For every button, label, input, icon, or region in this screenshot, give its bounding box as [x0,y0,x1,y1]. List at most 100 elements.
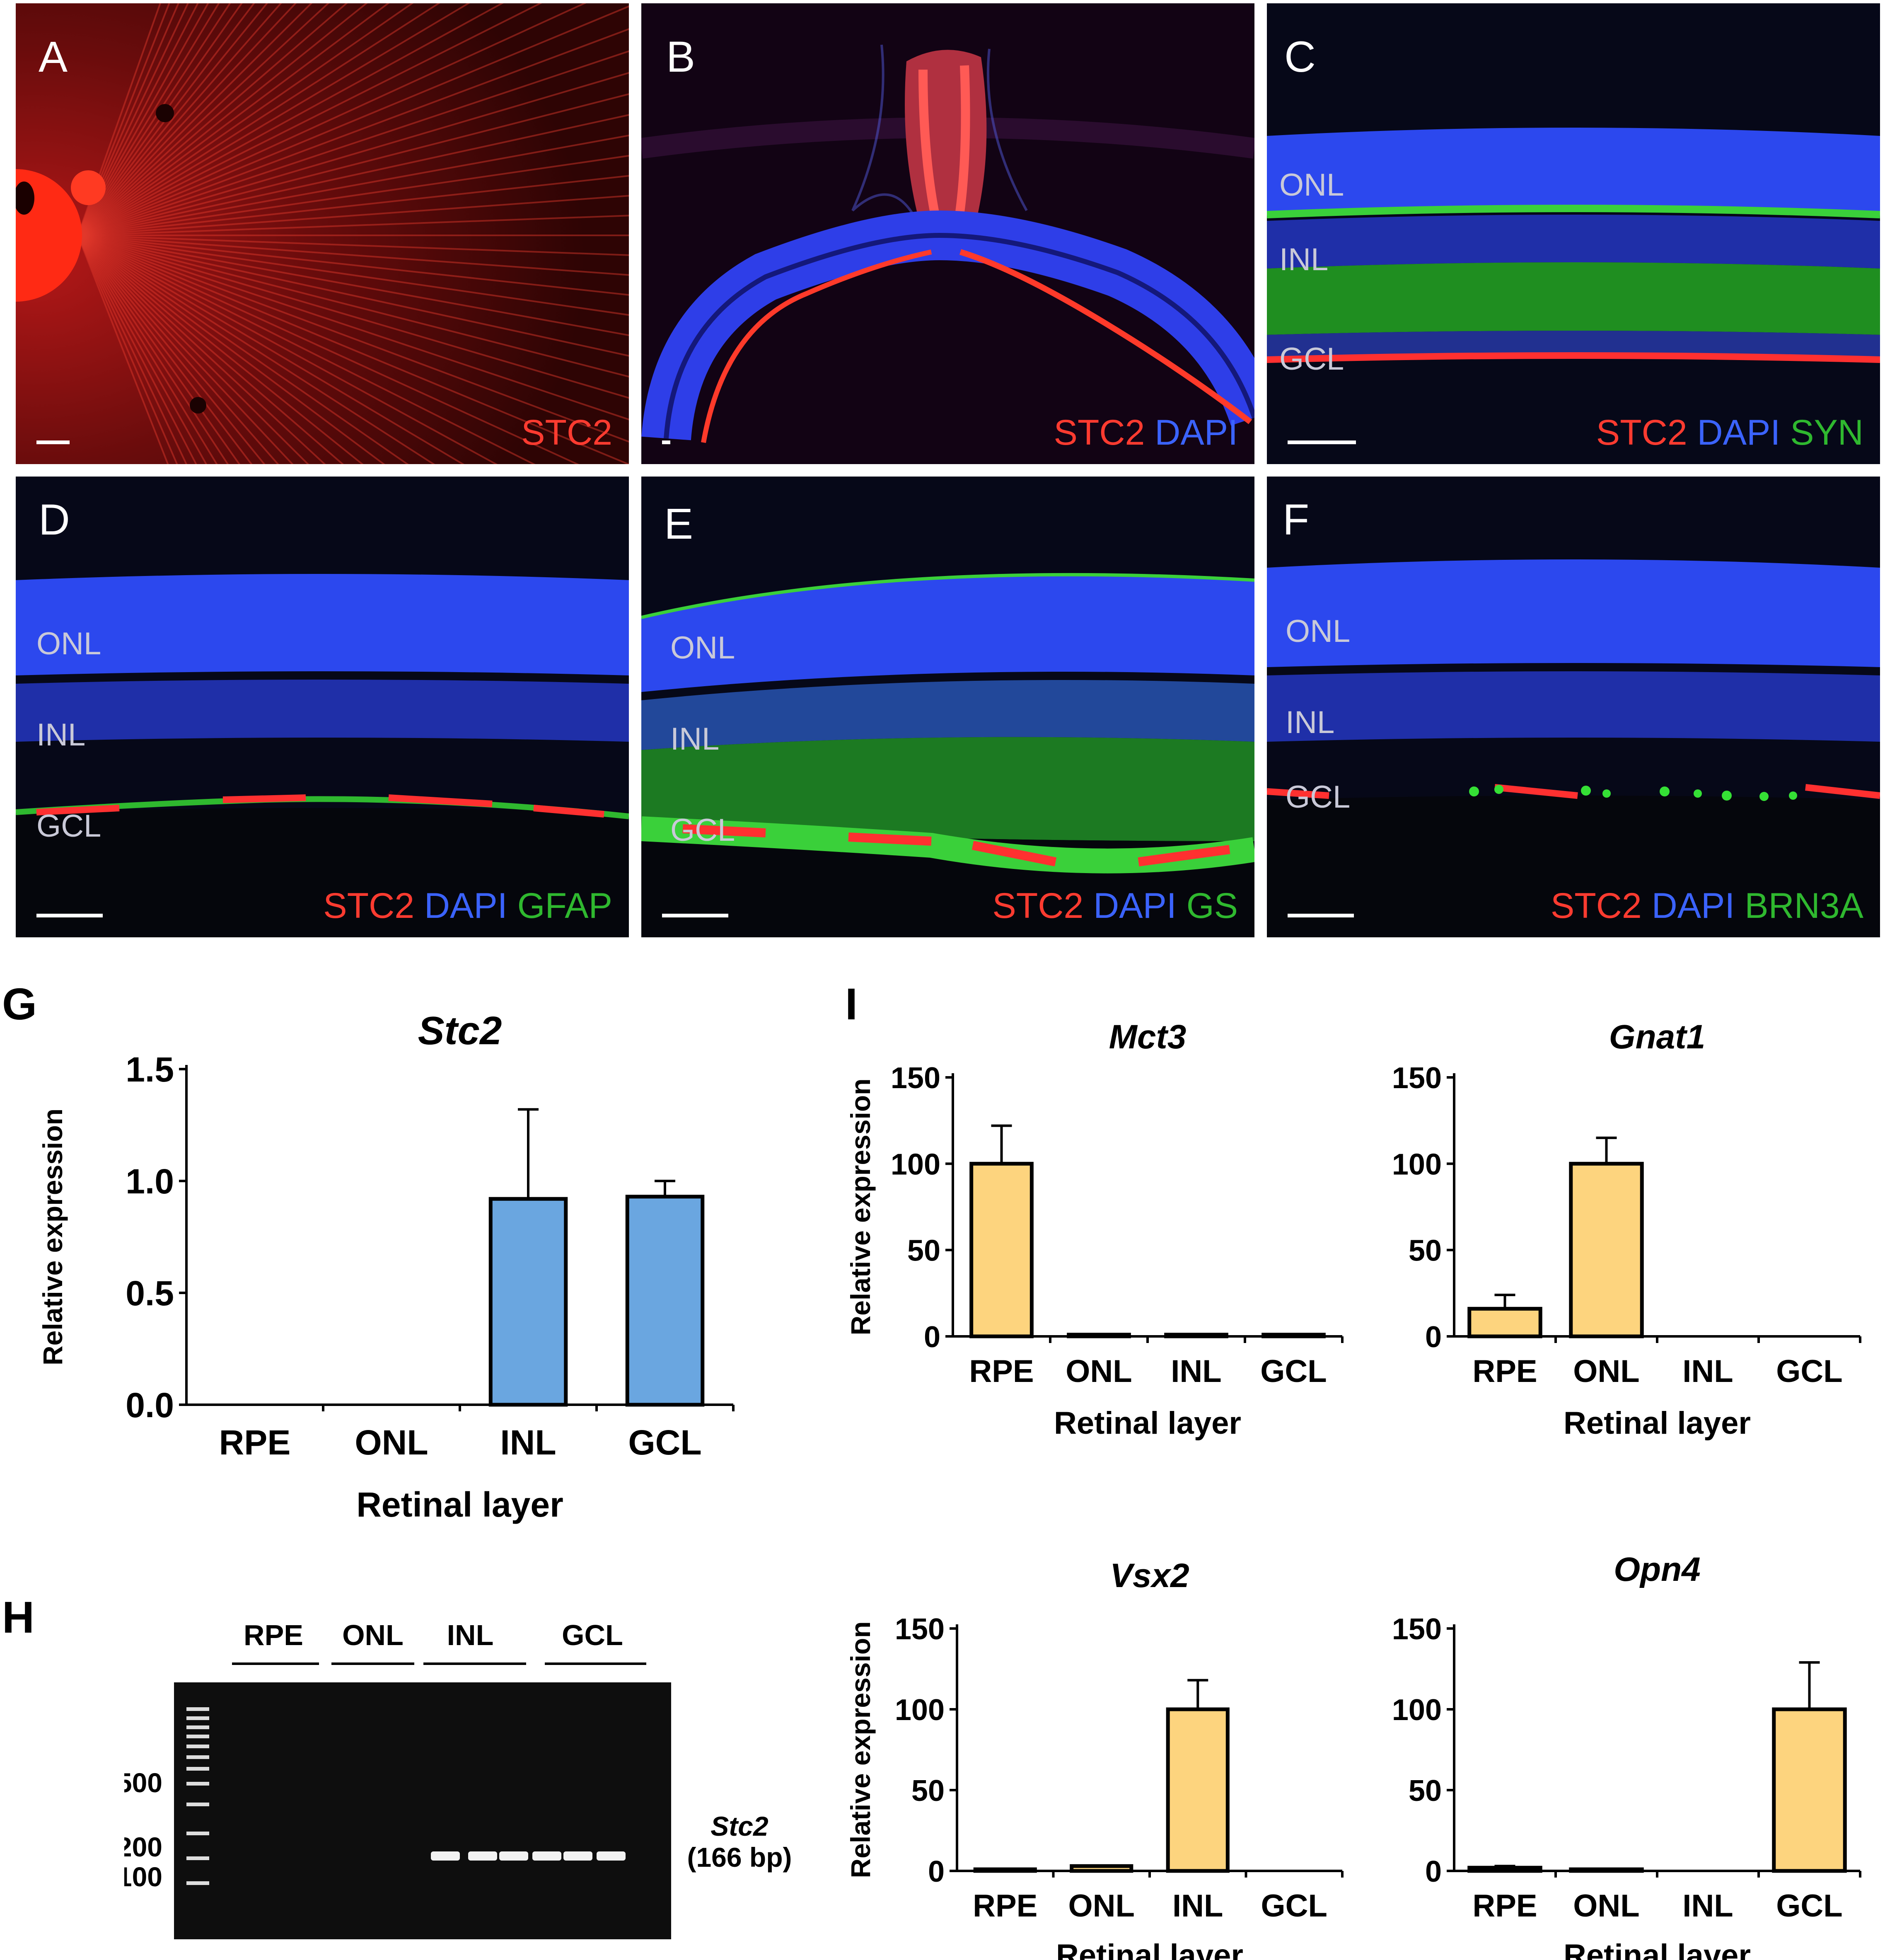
x-tick-label: ONL [1573,1354,1639,1389]
panel-e-retina-section-image: E ONL INL GCL STC2 DAPI GS [641,477,1254,937]
ladder-band [186,1856,209,1860]
panel-b-optic-nerve-image: B STC2 DAPI [641,3,1254,464]
axon-bundle [77,3,297,236]
layer-label-inl: INL [36,717,86,753]
axon-bundle [77,235,465,464]
scale-bar [662,440,670,444]
chart-svg: Mct3 0 50 100 150 RPE ONL INL GCL Retinal layer Re… [845,1018,1344,1441]
chart-title: Opn4 [1614,1551,1701,1588]
axon-bundle [77,3,243,236]
axon-bundle [77,3,470,236]
layer-label-inl: INL [1286,705,1335,740]
axon-bundle [77,3,348,236]
retina-section-drawing [1267,559,1880,937]
x-tick-label: RPE [1472,1888,1537,1924]
chart-svg: Gnat1 0 50 100 150 RPE ONL INL GCL Retinal layer [1392,1018,1861,1441]
chart-title: Stc2 [418,1009,502,1053]
axon-bundle [77,3,231,236]
panel-letter: B [666,33,696,81]
stain-dapi: DAPI [1155,413,1238,452]
layer-label-onl: ONL [1286,614,1351,649]
layer-label-inl: INL [670,721,720,757]
panel-letter-i: I [845,979,858,1029]
axon-bundle [77,235,178,464]
bar [1067,1333,1131,1338]
ladder-band [186,1725,209,1729]
axon-bundle [77,3,542,236]
chart-svg: Vsx2 0 50 100 150 RPE ONL INL GCL Retinal layer Re… [845,1557,1344,1960]
panel-letter: D [39,496,70,544]
x-tick-label: GCL [1261,1888,1327,1924]
axon-bundle [77,235,385,464]
y-tick-label: 0 [924,1321,940,1354]
axon-bundle [77,93,629,236]
axon-bundle [77,235,294,464]
x-axis-label: Retinal layer [1056,1938,1243,1960]
stain-syn: SYN [1790,413,1863,452]
ladder-band [186,1803,209,1806]
y-tick-label: 1.0 [126,1162,174,1201]
y-tick-label: 150 [895,1613,945,1646]
y-tick-label: 100 [1392,1694,1442,1727]
y-axis-label: Relative expression [845,1079,876,1336]
bar [969,1161,1034,1338]
x-axis-label: Retinal layer [1054,1406,1241,1441]
ladder-band [186,1782,209,1786]
bar [1070,1864,1133,1873]
gel-ladder [186,1707,209,1885]
ladder-band [186,1832,209,1835]
bar [1569,1161,1644,1338]
axon-bundle [77,235,326,464]
stain-brn3a: BRN3A [1745,886,1863,926]
stain-stc2: STC2 [992,886,1084,926]
axon-bundle [77,3,504,236]
bar [625,1195,705,1407]
axon-bundle [77,235,344,464]
panel-letter: F [1283,496,1310,544]
x-tick-label: GCL [1776,1354,1842,1389]
gel-lane-label: ONL [342,1619,404,1651]
axon-bundle [77,235,197,464]
axon-bundle [77,3,220,236]
axon-bundle [77,195,629,236]
y-tick-label: 1.5 [126,1050,174,1089]
x-tick-label: ONL [1066,1354,1132,1389]
axon-bundle [77,3,199,236]
axon-bundle [77,235,218,464]
ladder-band [186,1735,209,1738]
y-tick-label: 0 [928,1855,945,1888]
layer-label-inl: INL [1279,242,1329,277]
y-tick-label: 100 [891,1148,940,1181]
bar [1772,1707,1847,1873]
y-tick-label: 0.5 [126,1274,174,1313]
retina-section-drawing [1267,128,1880,363]
axon-bundle [77,235,629,399]
x-tick-label: INL [1682,1354,1733,1389]
x-tick-label: ONL [1573,1888,1639,1924]
y-tick-label: 150 [1392,1062,1442,1095]
ladder-band [186,1707,209,1711]
stain-gfap: GFAP [517,886,612,926]
axon-bundle [77,3,313,236]
x-tick-label: GCL [1776,1888,1842,1924]
axon-bundle [77,235,409,464]
axon-bundle [77,235,629,357]
axon-bundle [77,155,629,236]
x-axis-label: Retinal layer [356,1485,563,1524]
band-gene-label: Stc2 [710,1811,768,1841]
x-tick-label: RPE [973,1888,1037,1924]
y-tick-label: 50 [911,1774,945,1808]
x-tick-label: RPE [219,1423,291,1462]
axon-bundle [77,235,629,296]
stain-legend: STC2 DAPI GS [992,886,1238,927]
axon-bundle [77,3,255,236]
scale-bar [662,914,728,917]
gel-lane-label: RPE [244,1619,303,1651]
axon-bundle [77,235,629,276]
axon-bundle [77,235,435,464]
stain-stc2: STC2 [1596,413,1687,452]
x-tick-label: GCL [628,1423,701,1462]
axon-bundle [77,235,629,443]
panel-a-flatmount-image: A STC2 [16,3,629,464]
